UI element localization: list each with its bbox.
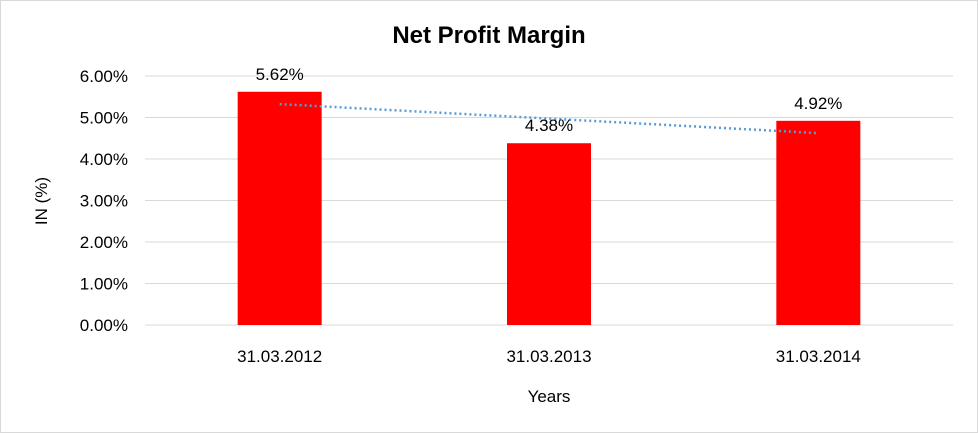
bar (237, 91, 322, 326)
y-axis-label: IN (%) (32, 177, 51, 225)
y-tick-label: 6.00% (80, 67, 128, 86)
x-tick-label: 31.03.2014 (776, 347, 861, 366)
chart-title: Net Profit Margin (392, 22, 585, 49)
x-tick-label: 31.03.2013 (506, 347, 591, 366)
bar (507, 143, 591, 325)
y-tick-labels: 0.00% 1.00% 2.00% 3.00% 4.00% 5.00% 6.00% (80, 67, 128, 335)
data-labels: 5.62% 4.38% 4.92% (256, 65, 843, 135)
y-tick-label: 3.00% (80, 192, 128, 211)
x-tick-labels: 31.03.2012 31.03.2013 31.03.2014 (237, 347, 861, 366)
y-tick-label: 0.00% (80, 316, 128, 335)
bars (237, 91, 861, 326)
data-label: 4.38% (525, 116, 573, 135)
y-tick-label: 4.00% (80, 150, 128, 169)
y-tick-label: 5.00% (80, 109, 128, 128)
x-axis-label: Years (528, 387, 571, 406)
data-label: 4.92% (794, 94, 842, 113)
y-tick-label: 2.00% (80, 233, 128, 252)
bar (776, 120, 861, 325)
y-tick-label: 1.00% (80, 275, 128, 294)
data-label: 5.62% (256, 65, 304, 84)
x-tick-label: 31.03.2012 (237, 347, 322, 366)
